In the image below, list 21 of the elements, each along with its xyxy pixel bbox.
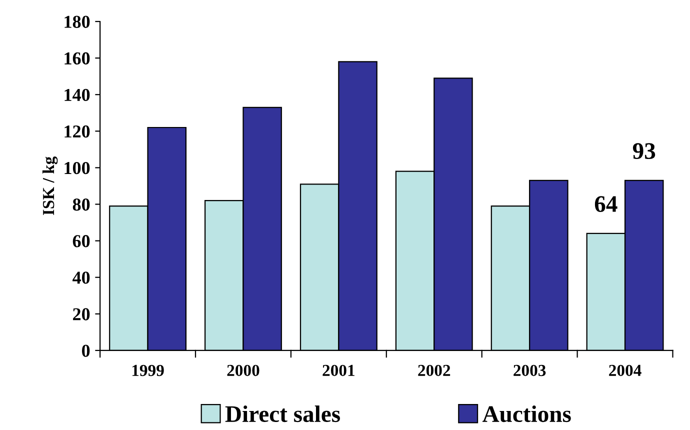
data-label: 64 (594, 196, 618, 212)
y-tick-label: 40 (72, 272, 90, 284)
x-tick-label: 2004 (609, 364, 642, 376)
y-tick-label: 120 (64, 125, 90, 138)
x-tick-label: 2000 (227, 364, 260, 376)
y-tick-label: 160 (64, 52, 90, 64)
x-tick-label: 2001 (322, 364, 354, 376)
y-tick-label: 140 (64, 88, 90, 102)
x-tick-label: 2003 (514, 364, 546, 376)
y-tick-label: 20 (73, 308, 90, 320)
x-tick-label: 2002 (418, 364, 450, 376)
legend-label: Direct sales (225, 405, 340, 422)
data-label: 93 (632, 143, 656, 160)
y-tick-label: 100 (64, 162, 90, 174)
legend-label: Auctions (482, 405, 571, 422)
x-tick-label: 1999 (132, 364, 164, 376)
y-tick-label: 180 (64, 16, 90, 28)
y-tick-label: 60 (72, 235, 90, 248)
y-tick-label: 80 (72, 198, 90, 211)
y-tick-label: 0 (82, 344, 90, 357)
y-axis-title: ISK / kg (42, 156, 58, 216)
